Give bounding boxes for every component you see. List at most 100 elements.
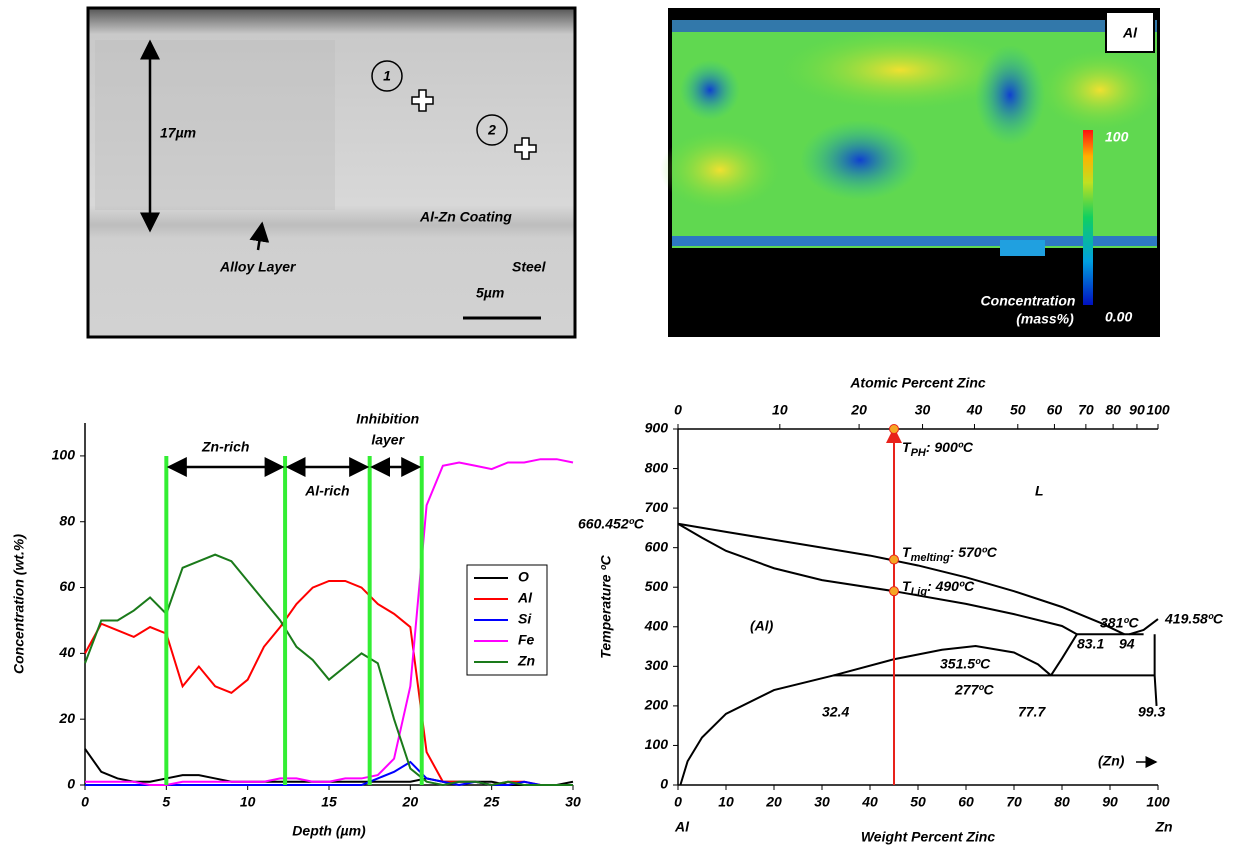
- x-tick-label: 80: [1054, 794, 1070, 810]
- annotation: 77.7: [1018, 704, 1046, 720]
- x-tick-label: 20: [765, 794, 782, 810]
- y-tick-label: 40: [58, 644, 75, 660]
- x2-tick-label: 90: [1129, 402, 1145, 418]
- series-line: [85, 749, 573, 785]
- legend-label: Zn: [517, 653, 535, 669]
- phase-curve: [1051, 634, 1077, 675]
- x-tick-label: 90: [1102, 794, 1118, 810]
- temperature-label: TPH: 900ºC: [902, 439, 974, 459]
- x-axis-title: Weight Percent Zinc: [861, 829, 996, 845]
- legend-label: O: [518, 569, 529, 585]
- label-part: PH: [911, 447, 927, 459]
- x-tick-label: 0: [81, 794, 89, 810]
- figure: 17µm 1 2 Al-Zn Coating Alloy Layer Steel…: [0, 0, 1255, 850]
- x-tick-label: 20: [402, 794, 419, 810]
- phase-curve: [678, 524, 1077, 635]
- alloy-layer-label: Alloy Layer: [219, 259, 297, 275]
- point-label: 1: [383, 68, 391, 84]
- annotation: 351.5ºC: [940, 656, 991, 672]
- y-tick-label: 600: [645, 538, 669, 554]
- annotation: 277ºC: [954, 682, 994, 698]
- x-axis-title: Depth (µm): [292, 823, 366, 839]
- x2-tick-label: 60: [1047, 402, 1063, 418]
- region-label: Al-rich: [304, 483, 349, 499]
- annotation: 94: [1119, 636, 1135, 652]
- annotation: 660.452ºC: [578, 516, 645, 532]
- annotation: 419.58ºC: [1164, 611, 1224, 627]
- temperature-label: TLiq: 490ºC: [902, 578, 975, 598]
- label-part: Liq: [911, 586, 928, 598]
- colorbar-max: 100: [1105, 129, 1129, 145]
- y-tick-label: 800: [645, 459, 669, 475]
- x2-tick-label: 70: [1078, 402, 1094, 418]
- region-label: Inhibition: [356, 411, 419, 427]
- x-tick-label: 30: [565, 794, 581, 810]
- x2-tick-label: 100: [1146, 402, 1170, 418]
- y-tick-label: 80: [59, 512, 75, 528]
- steel-label: Steel: [512, 259, 547, 275]
- x-tick-label: 40: [861, 794, 878, 810]
- x-tick-label: 10: [718, 794, 734, 810]
- marker: [890, 587, 899, 596]
- thickness-label: 17µm: [160, 125, 196, 141]
- phase-curve: [680, 646, 1051, 785]
- x2-tick-label: 0: [674, 402, 682, 418]
- label-part: melting: [911, 552, 950, 564]
- y-tick-label: 700: [645, 499, 669, 515]
- annotation: 381ºC: [1100, 615, 1139, 631]
- element-label: Al: [1122, 25, 1138, 41]
- x2-tick-label: 50: [1010, 402, 1026, 418]
- y-tick-label: 400: [644, 617, 669, 633]
- annotation: (Zn): [1098, 753, 1125, 769]
- x-tick-label: 0: [674, 794, 682, 810]
- legend-label: Al: [517, 590, 533, 606]
- y-axis-title: Temperature ºC: [598, 554, 614, 658]
- legend-label: Fe: [518, 632, 535, 648]
- phase-curve: [1155, 634, 1157, 706]
- coating-label: Al-Zn Coating: [419, 209, 512, 225]
- y-tick-label: 200: [644, 697, 669, 713]
- x2-tick-label: 40: [966, 402, 983, 418]
- x-tick-label: 30: [814, 794, 830, 810]
- sem-image: 17µm 1 2 Al-Zn Coating Alloy Layer Steel…: [88, 8, 575, 337]
- x2-tick-label: 10: [772, 402, 788, 418]
- eds-map: Al 100 0.00 Concentration (mass%): [660, 8, 1160, 337]
- y-tick-label: 0: [67, 776, 75, 792]
- region-label: Zn-rich: [201, 439, 249, 455]
- y-tick-label: 300: [645, 657, 669, 673]
- annotation: 99.3: [1138, 704, 1165, 720]
- label-part: : 490ºC: [927, 578, 975, 594]
- label-part: : 900ºC: [926, 439, 974, 455]
- x2-tick-label: 30: [915, 402, 931, 418]
- x-tick-label: 60: [958, 794, 974, 810]
- x2-axis-title: Atomic Percent Zinc: [849, 375, 986, 391]
- annotation: 32.4: [822, 704, 849, 720]
- y-axis-title: Concentration (wt.%): [11, 534, 27, 674]
- legend-label: Si: [518, 611, 532, 627]
- marker: [890, 555, 899, 564]
- y-tick-label: 20: [58, 710, 75, 726]
- x-end-label: Al: [674, 819, 690, 835]
- scale-bar-label: 5µm: [476, 285, 504, 301]
- y-tick-label: 100: [645, 736, 669, 752]
- x-tick-label: 5: [162, 794, 170, 810]
- x-tick-label: 70: [1006, 794, 1022, 810]
- region-label: layer: [371, 432, 405, 448]
- colorbar-title: (mass%): [1016, 311, 1074, 327]
- annotation: (Al): [750, 618, 774, 634]
- y-tick-label: 900: [645, 420, 669, 436]
- x-tick-label: 15: [321, 794, 337, 810]
- annotation: L: [1035, 483, 1044, 499]
- y-tick-label: 60: [59, 578, 75, 594]
- point-label: 2: [487, 122, 496, 138]
- marker: [890, 425, 899, 434]
- y-tick-label: 500: [645, 578, 669, 594]
- temperature-label: Tmelting: 570ºC: [902, 544, 998, 564]
- x-tick-label: 100: [1146, 794, 1170, 810]
- y-tick-label: 100: [52, 447, 76, 463]
- x-tick-label: 25: [483, 794, 500, 810]
- x-tick-label: 10: [240, 794, 256, 810]
- colorbar-min: 0.00: [1105, 309, 1132, 325]
- x2-tick-label: 20: [850, 402, 867, 418]
- x-tick-label: 50: [910, 794, 926, 810]
